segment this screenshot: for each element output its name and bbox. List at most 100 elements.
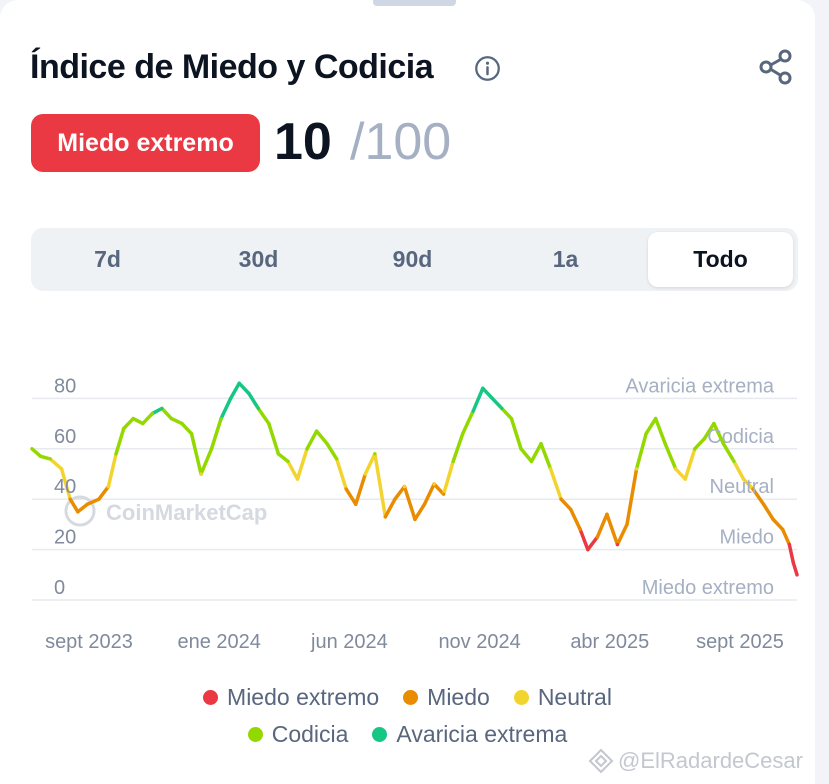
index-line-segment bbox=[460, 409, 475, 436]
index-line-segment bbox=[276, 452, 290, 464]
index-line-segment bbox=[150, 406, 164, 416]
index-line-segment bbox=[237, 381, 251, 396]
data-point bbox=[335, 457, 339, 461]
legend-label: Codicia bbox=[271, 721, 349, 747]
index-line-segment bbox=[529, 442, 543, 464]
index-line-segment bbox=[334, 457, 348, 491]
data-point bbox=[402, 485, 407, 489]
band-label: Miedo extremo bbox=[642, 577, 774, 599]
index-line-segment bbox=[432, 482, 446, 496]
data-point bbox=[76, 510, 80, 514]
share-icon[interactable] bbox=[755, 47, 795, 87]
band-label: Avaricia extrema bbox=[625, 375, 774, 397]
index-line-segment bbox=[644, 416, 658, 436]
legend-dot-icon bbox=[403, 690, 419, 705]
data-point bbox=[519, 447, 523, 451]
data-point bbox=[781, 527, 785, 532]
index-line-segment bbox=[131, 416, 145, 426]
data-point bbox=[712, 422, 716, 426]
credit-text: @ElRadardeCesar bbox=[618, 748, 803, 773]
legend-item[interactable]: Avaricia extrema bbox=[372, 721, 567, 748]
legend-item[interactable]: Miedo bbox=[403, 684, 490, 711]
index-line-segment bbox=[471, 386, 485, 413]
data-point bbox=[578, 527, 582, 532]
data-point bbox=[189, 432, 194, 436]
data-point bbox=[247, 391, 251, 395]
legend-label: Neutral bbox=[537, 684, 612, 710]
index-line-segment bbox=[383, 497, 397, 519]
y-tick-label: 20 bbox=[54, 527, 76, 549]
x-tick-label: abr 2025 bbox=[570, 631, 649, 653]
data-point bbox=[702, 437, 706, 441]
data-point bbox=[559, 497, 563, 501]
band-label: Codicia bbox=[707, 426, 775, 448]
index-line-segment bbox=[741, 477, 755, 491]
legend-label: Miedo extremo bbox=[227, 684, 380, 710]
data-point bbox=[500, 406, 504, 411]
x-tick-label: jun 2024 bbox=[310, 631, 388, 653]
data-point bbox=[267, 422, 271, 426]
y-tick-label: 60 bbox=[54, 426, 76, 448]
data-point bbox=[771, 517, 775, 521]
index-line-segment bbox=[30, 447, 43, 459]
index-line-segment bbox=[76, 502, 90, 514]
data-point bbox=[529, 459, 534, 463]
data-point bbox=[122, 427, 126, 431]
index-line-segment bbox=[509, 416, 523, 451]
data-point bbox=[68, 497, 72, 501]
data-point bbox=[721, 442, 726, 446]
data-point bbox=[141, 422, 145, 426]
index-line-segment bbox=[539, 442, 553, 471]
data-point bbox=[363, 472, 367, 476]
data-point bbox=[732, 459, 736, 463]
tab-todo[interactable]: Todo bbox=[648, 232, 793, 287]
index-line-segment bbox=[663, 442, 678, 471]
data-point bbox=[795, 573, 799, 577]
index-line-segment bbox=[441, 459, 455, 496]
index-line-segment bbox=[344, 487, 358, 506]
index-line-segment bbox=[325, 442, 339, 461]
data-point bbox=[106, 485, 111, 489]
tab-90d[interactable]: 90d bbox=[392, 246, 433, 272]
tab-7d[interactable]: 7d bbox=[94, 246, 121, 272]
data-point bbox=[199, 472, 203, 476]
index-line-segment bbox=[68, 497, 80, 514]
data-point bbox=[237, 381, 241, 385]
data-point bbox=[276, 452, 281, 456]
sheet-grabber[interactable] bbox=[373, 0, 456, 6]
index-line-segment bbox=[653, 416, 667, 446]
tab-30d[interactable]: 30d bbox=[238, 246, 279, 272]
tab-1a[interactable]: 1a bbox=[552, 246, 579, 272]
data-point bbox=[605, 512, 609, 516]
index-line-segment bbox=[751, 487, 766, 506]
index-line-segment bbox=[693, 436, 707, 451]
data-point bbox=[625, 522, 629, 526]
index-line-segment bbox=[771, 517, 785, 532]
x-tick-label: sept 2025 bbox=[696, 631, 784, 653]
index-line-segment bbox=[568, 507, 582, 532]
info-circle-icon[interactable] bbox=[474, 55, 501, 82]
legend-item[interactable]: Codicia bbox=[247, 721, 349, 748]
index-line-segment bbox=[402, 484, 417, 522]
data-point bbox=[393, 497, 397, 501]
index-line-segment bbox=[481, 386, 495, 401]
data-point bbox=[674, 467, 678, 471]
data-point bbox=[30, 447, 34, 451]
fear-greed-chart[interactable]: CoinMarketCap 0 Miedo extremo 20 Miedo 40 Neu… bbox=[0, 318, 815, 668]
data-point bbox=[539, 442, 543, 446]
legend-item[interactable]: Miedo extremo bbox=[203, 684, 379, 711]
data-point bbox=[548, 467, 553, 471]
legend-item[interactable]: Neutral bbox=[513, 684, 612, 711]
index-line-segment bbox=[169, 416, 184, 426]
index-line-segment bbox=[422, 482, 436, 506]
data-point bbox=[38, 454, 43, 458]
data-point bbox=[209, 447, 214, 451]
index-line-segment bbox=[578, 527, 590, 552]
data-point bbox=[97, 497, 101, 501]
y-tick-label: 80 bbox=[54, 375, 76, 397]
data-point bbox=[451, 459, 455, 463]
index-line-segment bbox=[354, 472, 368, 506]
index-line-segment bbox=[780, 527, 792, 547]
data-point bbox=[761, 502, 766, 506]
